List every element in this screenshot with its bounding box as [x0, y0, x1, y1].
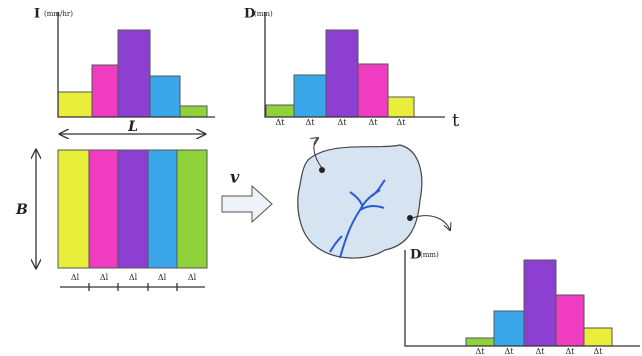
bar — [58, 92, 92, 117]
depth-chart-bottom: D (mm) Δt Δt Δt Δt Δt — [405, 248, 640, 356]
height-label: B — [15, 202, 28, 218]
strip-dimension — [60, 283, 205, 291]
bar — [180, 106, 207, 117]
strip — [148, 150, 177, 268]
x-tick: Δt — [594, 347, 604, 356]
strip-label: Δl — [188, 273, 197, 282]
bar — [118, 30, 150, 117]
bar — [584, 328, 612, 346]
bar — [388, 97, 414, 117]
y-unit: (mm) — [420, 251, 439, 259]
strip — [58, 150, 89, 268]
x-tick: Δt — [338, 118, 348, 127]
x-tick: Δt — [306, 118, 316, 127]
strip — [177, 150, 207, 268]
bar — [150, 76, 180, 117]
bar — [92, 65, 118, 117]
y-unit: (mm/hr) — [44, 10, 73, 18]
strip-label: Δl — [71, 273, 80, 282]
flow-arrow — [222, 186, 272, 222]
diagram: I (mm/hr) D (mm) Δt Δt Δt Δt Δt t L B Δl… — [0, 0, 642, 356]
x-tick: Δt — [536, 347, 546, 356]
velocity-label: v — [230, 168, 240, 187]
bar — [326, 30, 358, 117]
bar — [266, 105, 294, 117]
bar — [466, 338, 494, 346]
depth-chart-top: D (mm) Δt Δt Δt Δt Δt t — [244, 7, 460, 132]
bar — [494, 311, 524, 346]
rainfall-chart: I (mm/hr) — [34, 7, 215, 118]
width-label: L — [127, 119, 138, 135]
x-tick: Δt — [276, 118, 286, 127]
bar — [556, 295, 584, 346]
x-label: t — [452, 110, 460, 131]
strip-label: Δl — [100, 273, 109, 282]
x-tick: Δt — [505, 347, 515, 356]
strip-label: Δl — [129, 273, 138, 282]
x-tick: Δt — [369, 118, 379, 127]
x-tick: Δt — [566, 347, 576, 356]
x-tick: Δt — [476, 347, 486, 356]
x-tick: Δt — [397, 118, 407, 127]
bar — [294, 75, 326, 117]
strip — [118, 150, 148, 268]
bar — [358, 64, 388, 117]
strip-label: Δl — [158, 273, 167, 282]
bar — [524, 260, 556, 346]
catchment-strips: L B Δl Δl Δl Δl Δl — [15, 119, 207, 291]
strip — [89, 150, 118, 268]
y-unit: (mm) — [254, 10, 273, 18]
y-symbol: I — [34, 7, 40, 22]
